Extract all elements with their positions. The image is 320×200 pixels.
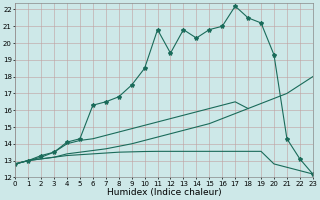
X-axis label: Humidex (Indice chaleur): Humidex (Indice chaleur) bbox=[107, 188, 221, 197]
